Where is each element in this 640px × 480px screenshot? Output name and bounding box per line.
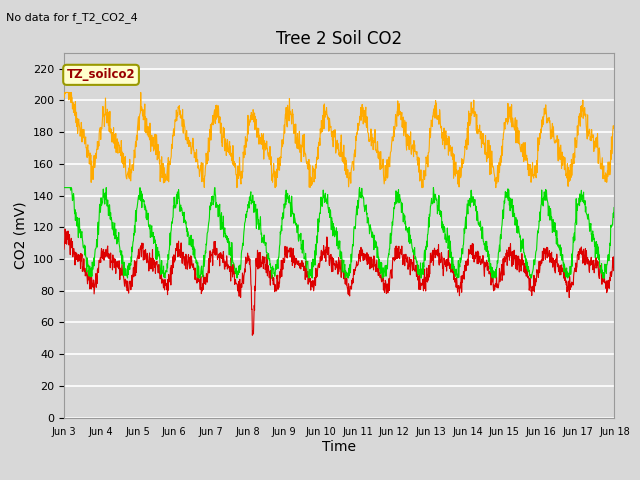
Y-axis label: CO2 (mV): CO2 (mV) bbox=[13, 202, 28, 269]
Text: No data for f_T2_CO2_4: No data for f_T2_CO2_4 bbox=[6, 12, 138, 23]
Text: TZ_soilco2: TZ_soilco2 bbox=[67, 68, 136, 81]
X-axis label: Time: Time bbox=[322, 440, 356, 454]
Title: Tree 2 Soil CO2: Tree 2 Soil CO2 bbox=[276, 30, 403, 48]
